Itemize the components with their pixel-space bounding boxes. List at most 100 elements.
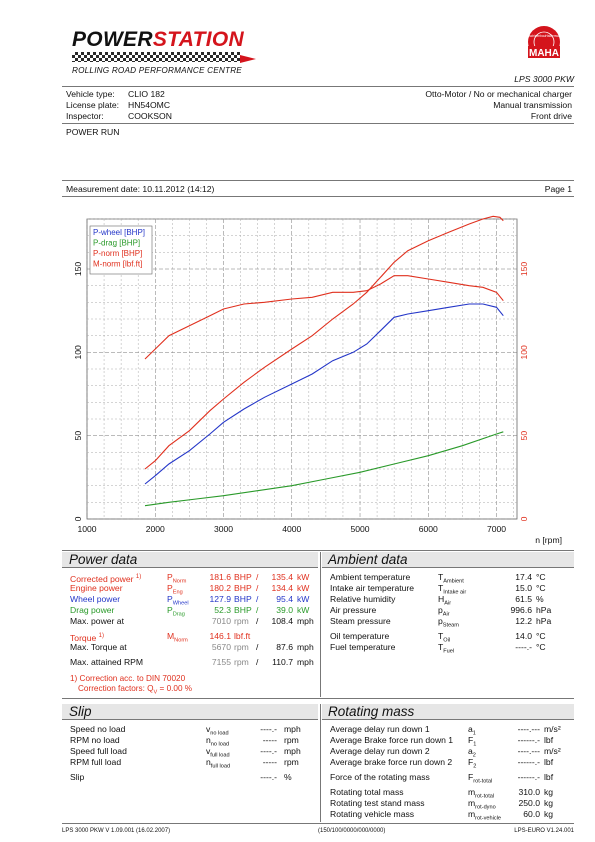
ambient-unit: hPa [536,605,552,615]
symbol-main: M [167,631,175,641]
symbol-subscript: rot-total [475,793,495,800]
divider [62,196,574,197]
symbol-main: P [167,594,173,604]
rotating-mass-row-label: Rotating test stand mass [330,798,425,808]
powerstation-logo: POWERSTATION [72,28,244,52]
ambient-value: 17.4 [515,572,532,582]
separator: / [256,642,259,652]
symbol-subscript: rot-dyno [475,804,496,811]
divider [62,698,574,699]
unit-bhp: BHP [234,605,252,615]
ambient-unit: °C [536,642,546,652]
symbol: PNorm [167,572,186,585]
symbol-main: n [206,735,211,745]
max-torque-at-speed: 87.6 [276,642,293,652]
symbol: TIntake air [438,583,467,596]
symbol-subscript: Air [442,611,450,618]
power-curve-chart: 1000 2000 3000 4000 5000 6000 7000 0 50 100 150 0 50… [73,215,562,545]
power-row-label: Wheel power [70,594,121,604]
logo-text-station: STATION [152,28,244,51]
symbol: Frot-total [468,772,492,785]
symbol-subscript: Wheel [172,600,189,607]
unit-mph: mph [297,616,314,626]
symbol-subscript: Fuel [443,648,455,655]
license-plate-value: HN54OMC [128,100,171,110]
ambient-value: 12.2 [515,616,532,626]
ambient-value: 996.6 [510,605,532,615]
y-left-tick-label: 100 [73,345,83,360]
ambient-unit: hPa [536,616,552,626]
footnote-marker: 1) [135,574,142,580]
power-value-bhp: 52.3 [214,605,231,615]
x-tick-label: 3000 [214,524,233,534]
max-rpm-rpm: 7155 [211,657,231,667]
symbol-main: P [167,583,173,593]
slip-row-label: RPM no load [70,735,120,745]
unit-mph: mph [297,642,314,652]
unit-kw: kW [297,594,310,604]
power-row-label: Corrected power 1) [70,573,142,584]
symbol-subscript: 1 [472,730,476,737]
ambient-row-label: Intake air temperature [330,583,415,593]
symbol-subscript: Ambient [443,578,464,585]
unit-rpm: rpm [234,616,249,626]
separator: / [256,657,259,667]
divider [62,823,574,824]
power-value-kw: 39.0 [276,605,293,615]
symbol: pSteam [438,616,459,629]
rotating-mass-unit: m/s² [544,746,561,756]
page-number: Page 1 [544,184,572,194]
x-tick-label: 4000 [282,524,301,534]
ambient-unit: °C [536,583,546,593]
ambient-unit: °C [536,572,546,582]
symbol-main: T [438,583,444,593]
symbol: MNorm [167,631,188,644]
symbol: F1 [468,735,476,748]
license-plate-label: License plate: [66,100,120,110]
symbol-main: F [468,757,474,767]
ambient-unit: °C [536,631,546,641]
symbol-subscript: full load [210,763,231,770]
symbol-main: n [206,757,211,767]
symbol: TFuel [438,642,455,655]
engine-type: Otto-Motor / No or mechanical charger [425,89,572,99]
rotating-mass-row-label: Average brake force run down 2 [330,757,453,767]
symbol: TOil [438,631,450,644]
y-left-tick-label: 150 [73,262,83,277]
x-tick-label: 5000 [350,524,369,534]
max-rpm-speed: 110.7 [272,657,293,667]
divider [62,550,574,551]
symbol-subscript: no load [210,730,229,737]
torque-label: Torque 1) [70,632,105,643]
rotating-mass-header: Rotating mass [322,704,574,720]
measurement-date: Measurement date: 10.11.2012 (14:12) [66,184,215,194]
symbol-main: p [438,616,443,626]
symbol-subscript: Intake air [443,589,467,596]
symbol-subscript: 2 [472,752,476,759]
max-power-at-label: Max. power at [70,616,124,626]
rotating-mass-row-label: Force of the rotating mass [330,772,430,782]
symbol-subscript: rot-vehicle [475,815,501,822]
drive-type: Front drive [530,111,572,121]
ambient-row-label: Air pressure [330,605,377,615]
symbol: vfull load [206,746,230,759]
y-right-tick-label: 100 [519,345,529,360]
slip-unit: rpm [284,735,299,745]
rotating-mass-unit: kg [544,809,554,819]
y-left-tick-label: 0 [73,516,83,521]
logo-red-swoosh [240,55,256,63]
power-data-title: Power data [69,552,138,567]
rotating-mass-row-label: Average delay run down 2 [330,746,430,756]
slip-title: Slip [69,704,92,719]
rotating-mass-unit: m/s² [544,724,561,734]
column-divider [320,704,321,822]
symbol-subscript: no load [210,741,230,748]
series-line-0 [144,303,504,485]
symbol-main: P [167,572,173,582]
footnote-marker: 1) [98,633,105,639]
symbol-subscript: Steam [442,622,459,629]
symbol: PEng [167,583,183,596]
symbol: a2 [468,746,476,759]
logo-subtitle: ROLLING ROAD PERFORMANCE CENTRE [72,66,242,75]
chart-legend: P-wheel [BHP] P-drag [BHP]P-norm [BHP] M-n… [89,225,153,275]
